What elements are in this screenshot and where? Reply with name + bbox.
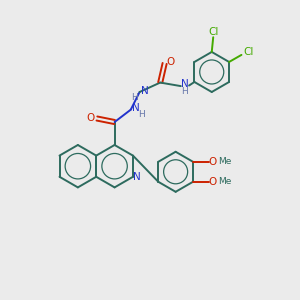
Text: Me: Me [218,177,231,186]
Text: O: O [208,177,217,187]
Text: O: O [208,157,217,167]
Text: N: N [133,172,141,182]
Text: Cl: Cl [243,47,254,57]
Text: O: O [167,57,175,67]
Text: H: H [139,110,145,119]
Text: N: N [141,86,149,96]
Text: N: N [132,103,140,113]
Text: H: H [182,88,188,97]
Text: Me: Me [218,157,231,166]
Text: N: N [181,79,189,89]
Text: Cl: Cl [208,27,219,37]
Text: O: O [86,113,94,123]
Text: H: H [131,93,138,102]
